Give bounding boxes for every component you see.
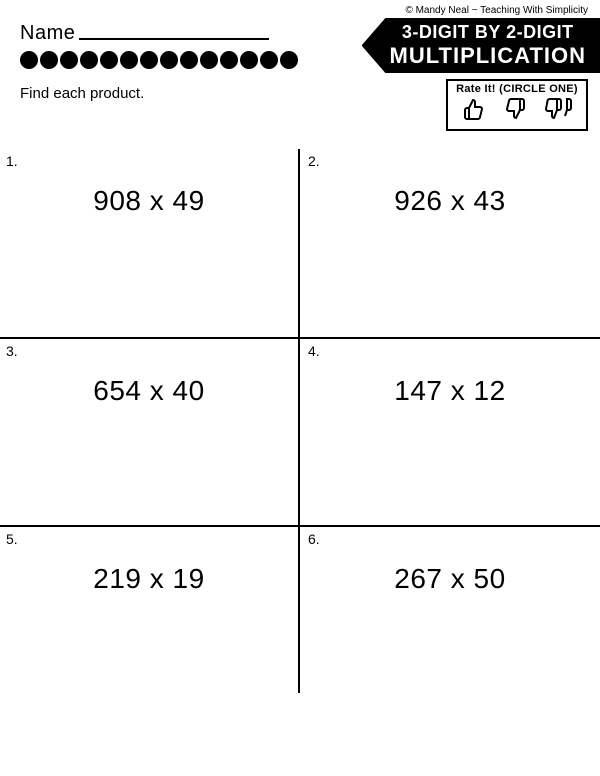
dot-icon [120,51,138,69]
problem-expression: 147 x 12 [310,375,590,407]
dot-icon [20,51,38,69]
grid-row-1: 1. 908 x 49 2. 926 x 43 [0,149,600,337]
problem-cell-4: 4. 147 x 12 [300,339,600,525]
problem-expression: 267 x 50 [310,563,590,595]
dot-icon [240,51,258,69]
dot-icon [140,51,158,69]
problem-number: 3. [6,343,18,359]
dot-icon [220,51,238,69]
grid-row-3: 5. 219 x 19 6. 267 x 50 [0,525,600,693]
name-input-line[interactable] [79,22,269,40]
problem-cell-5: 5. 219 x 19 [0,527,300,693]
problem-cell-3: 3. 654 x 40 [0,339,300,525]
thumbs-down-icon[interactable] [503,97,527,125]
problem-cell-1: 1. 908 x 49 [0,149,300,337]
rate-it-title: Rate It! (CIRCLE ONE) [454,83,580,95]
name-label: Name [20,22,75,45]
problem-cell-6: 6. 267 x 50 [300,527,600,693]
thumbs-up-icon[interactable] [462,97,486,125]
problem-number: 4. [308,343,320,359]
dot-icon [280,51,298,69]
problem-number: 5. [6,531,18,547]
problem-cell-2: 2. 926 x 43 [300,149,600,337]
grid-row-2: 3. 654 x 40 4. 147 x 12 [0,337,600,525]
dot-icon [180,51,198,69]
subheader: Find each product. Rate It! (CIRCLE ONE) [0,69,600,131]
thumbs-down-double-icon[interactable] [544,97,572,125]
dot-icon [160,51,178,69]
rate-it-box: Rate It! (CIRCLE ONE) [446,79,588,131]
header: Name 3-DIGIT BY 2-DIGIT MULTIPLICATION [0,0,600,45]
thumbs-row [454,97,580,125]
dot-icon [100,51,118,69]
problem-grid: 1. 908 x 49 2. 926 x 43 3. 654 x 40 4. 1… [0,149,600,693]
problem-expression: 926 x 43 [310,185,590,217]
banner-line1: 3-DIGIT BY 2-DIGIT [390,22,587,43]
banner-line2: MULTIPLICATION [390,43,587,69]
problem-number: 1. [6,153,18,169]
dot-icon [260,51,278,69]
problem-expression: 908 x 49 [10,185,288,217]
dot-icon [80,51,98,69]
problem-expression: 654 x 40 [10,375,288,407]
dot-icon [40,51,58,69]
problem-number: 6. [308,531,320,547]
title-banner: 3-DIGIT BY 2-DIGIT MULTIPLICATION [362,18,600,73]
problem-expression: 219 x 19 [10,563,288,595]
dot-icon [200,51,218,69]
instructions-text: Find each product. [20,85,144,102]
dot-icon [60,51,78,69]
problem-number: 2. [308,153,320,169]
